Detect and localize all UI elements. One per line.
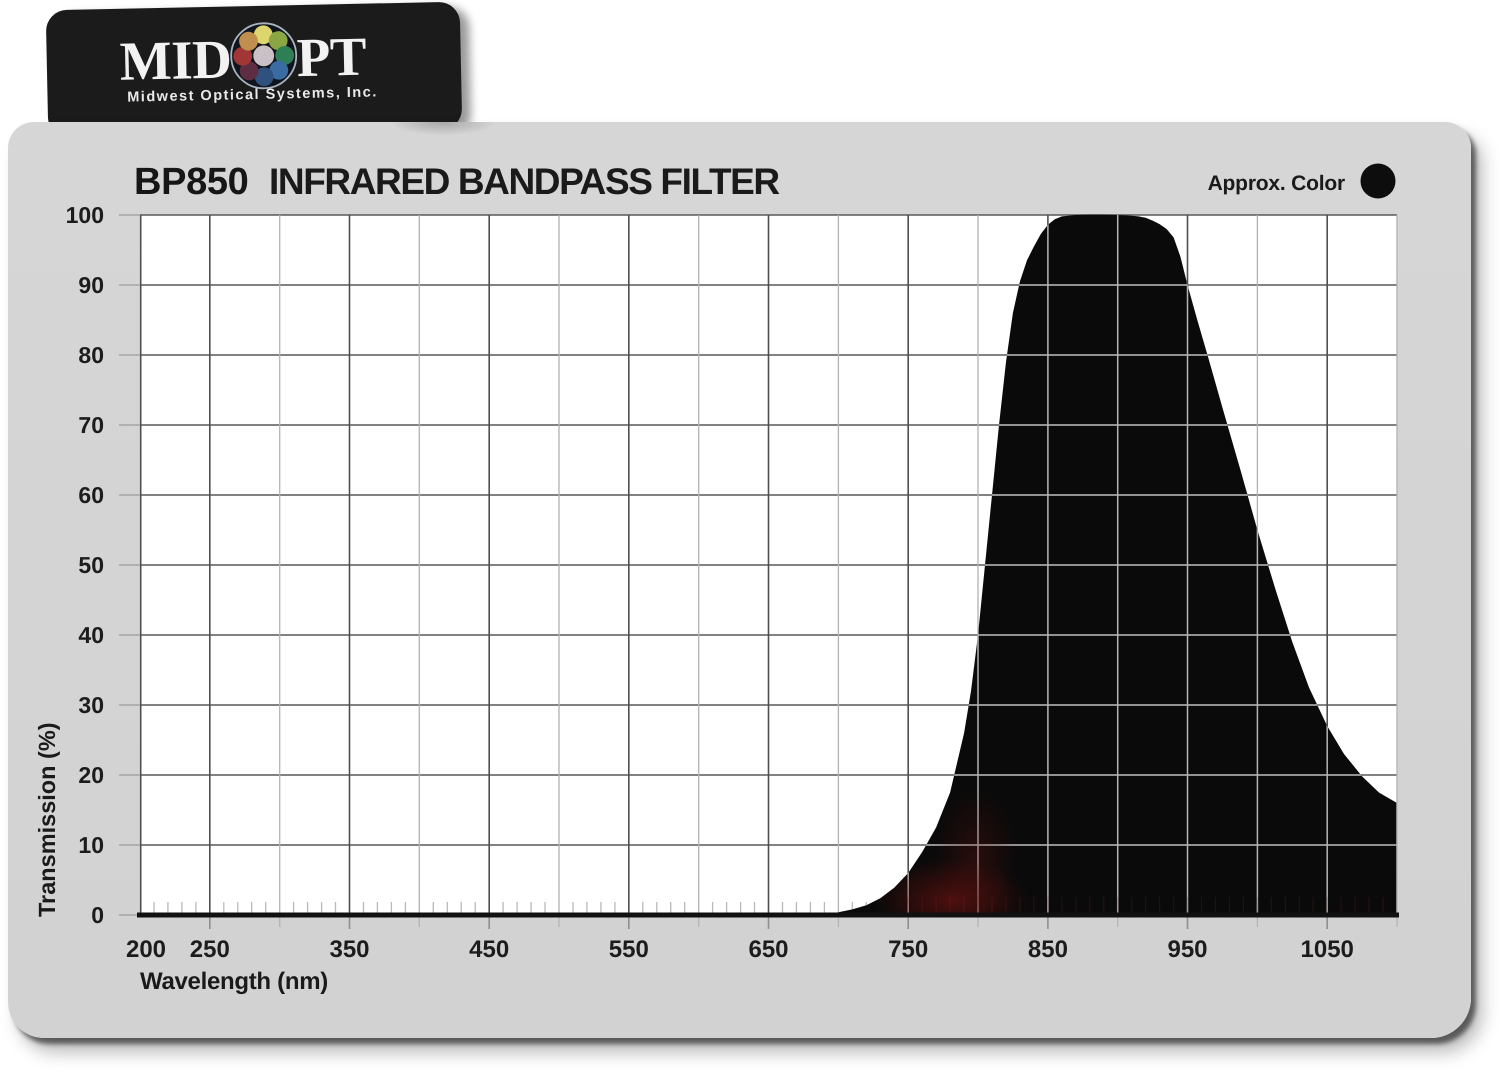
svg-text:200: 200 — [126, 936, 166, 963]
svg-text:80: 80 — [78, 342, 104, 368]
svg-text:MID: MID — [119, 28, 232, 91]
svg-text:850: 850 — [1028, 936, 1068, 963]
svg-text:550: 550 — [609, 936, 649, 963]
svg-text:750: 750 — [888, 936, 928, 963]
svg-text:650: 650 — [748, 936, 788, 963]
svg-text:450: 450 — [469, 936, 509, 963]
svg-text:INFRARED BANDPASS FILTER: INFRARED BANDPASS FILTER — [269, 161, 779, 202]
svg-text:1050: 1050 — [1301, 936, 1354, 963]
svg-text:10: 10 — [78, 832, 104, 858]
svg-text:100: 100 — [66, 202, 104, 228]
svg-text:Midwest Optical Systems, Inc.: Midwest Optical Systems, Inc. — [127, 84, 378, 105]
svg-text:40: 40 — [78, 622, 104, 648]
svg-text:Wavelength (nm): Wavelength (nm) — [140, 968, 328, 995]
svg-text:Transmission (%): Transmission (%) — [34, 722, 60, 917]
svg-text:60: 60 — [78, 482, 104, 508]
svg-text:0: 0 — [91, 902, 104, 928]
svg-text:350: 350 — [329, 936, 369, 963]
svg-text:70: 70 — [78, 412, 104, 438]
svg-text:30: 30 — [78, 692, 104, 718]
svg-text:90: 90 — [78, 272, 104, 298]
svg-text:250: 250 — [190, 936, 230, 963]
svg-text:50: 50 — [78, 552, 104, 578]
svg-text:BP850: BP850 — [134, 161, 248, 203]
svg-text:Approx. Color: Approx. Color — [1208, 172, 1345, 195]
svg-text:950: 950 — [1167, 936, 1207, 963]
svg-text:PT: PT — [296, 26, 367, 88]
svg-text:20: 20 — [78, 762, 104, 788]
